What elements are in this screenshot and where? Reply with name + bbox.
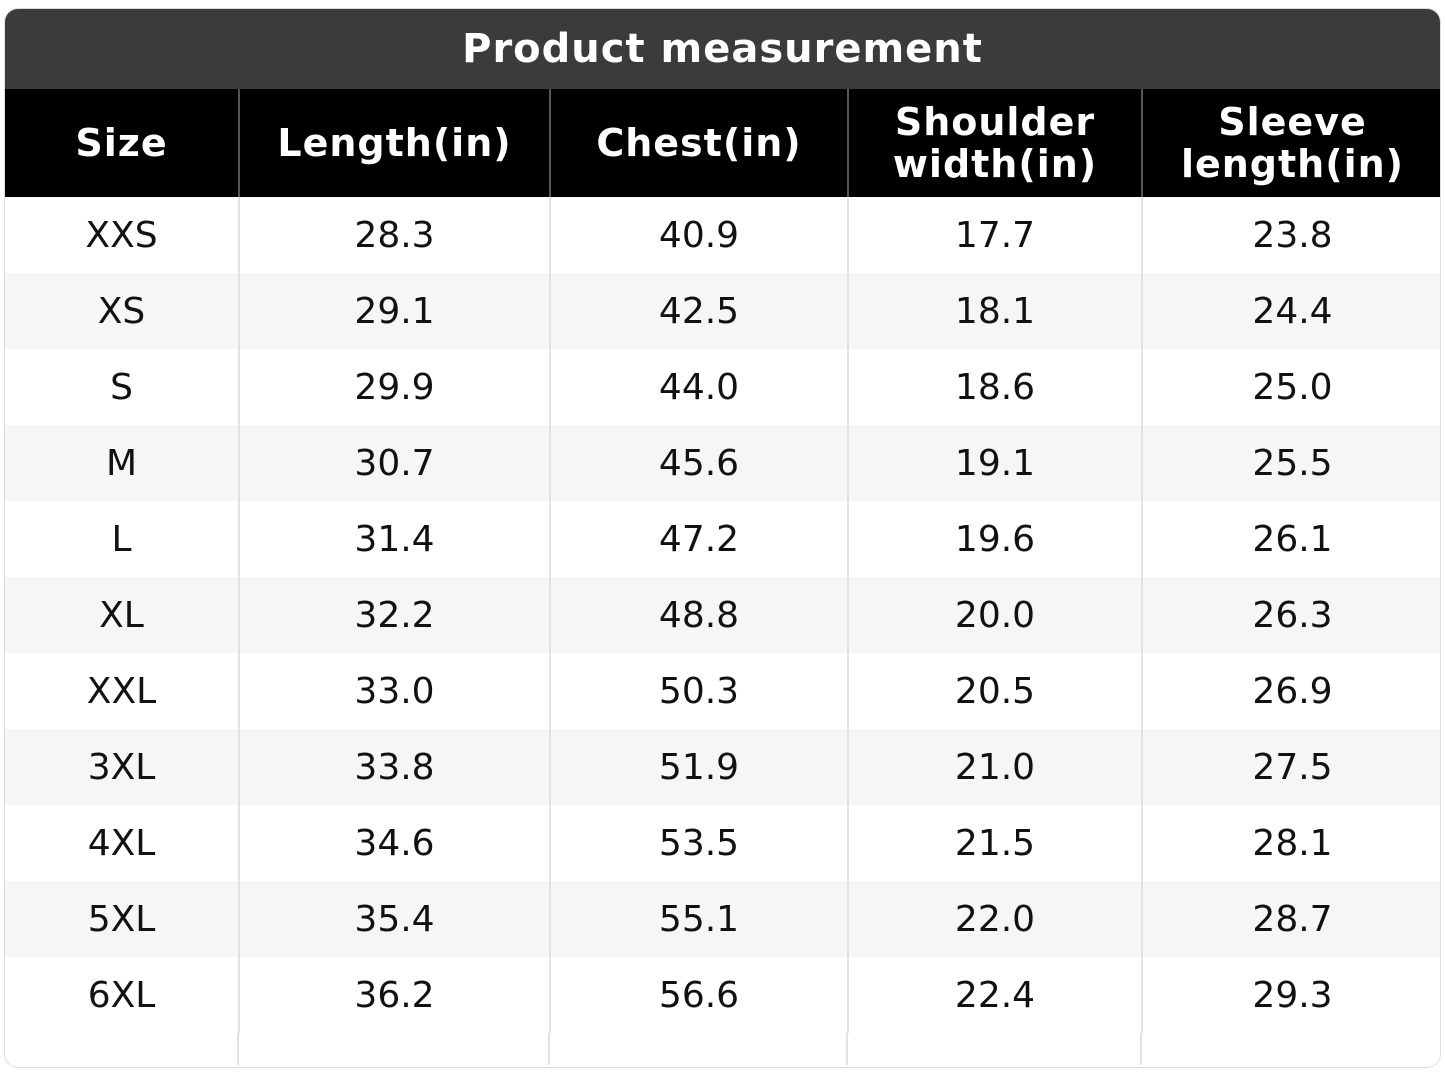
- measurement-cell: 32.2: [238, 577, 550, 653]
- table-row: 6XL 36.2 56.6 22.4 29.3: [5, 957, 1440, 1033]
- measurement-cell: 27.5: [1141, 729, 1440, 805]
- measurement-cell: 21.0: [847, 729, 1142, 805]
- table-filler: [5, 1033, 1440, 1065]
- measurement-cell: 25.5: [1141, 425, 1440, 501]
- measurement-cell: 42.5: [549, 273, 848, 349]
- measurement-cell: 29.1: [238, 273, 550, 349]
- column-header: Shoulder width(in): [847, 89, 1142, 197]
- table-row: XXL 33.0 50.3 20.5 26.9: [5, 653, 1440, 729]
- column-header: Size: [5, 89, 239, 197]
- measurement-cell: 28.1: [1141, 805, 1440, 881]
- measurement-cell: 29.3: [1141, 957, 1440, 1033]
- measurement-cell: 33.8: [238, 729, 550, 805]
- measurement-cell: 51.9: [549, 729, 848, 805]
- size-cell: 6XL: [87, 974, 156, 1016]
- measurement-cell: 24.4: [1141, 273, 1440, 349]
- measurement-cell: 40.9: [549, 197, 848, 273]
- measurement-cell: 34.6: [238, 805, 550, 881]
- measurement-cell: 31.4: [238, 501, 550, 577]
- measurement-cell: 26.9: [1141, 653, 1440, 729]
- measurement-cell: 21.5: [847, 805, 1142, 881]
- measurement-cell: 23.8: [1141, 197, 1440, 273]
- measurement-cell: 18.6: [847, 349, 1142, 425]
- size-cell: 3XL: [5, 729, 239, 805]
- measurement-cell: 29.9: [238, 349, 550, 425]
- measurement-cell: 56.6: [549, 957, 848, 1033]
- measurement-cell: 44.0: [549, 349, 848, 425]
- size-cell: M: [5, 425, 239, 501]
- measurement-cell: 50.3: [549, 653, 848, 729]
- title: Product measurement: [5, 9, 1440, 89]
- measurement-cell: 36.2: [238, 957, 550, 1033]
- measurement-cell: 19.1: [847, 425, 1142, 501]
- measurement-cell: 35.4: [238, 881, 550, 957]
- size-cell: L: [111, 518, 132, 560]
- table-body: XXS 28.3 40.9 17.7 23.8 XS 29.1 42.5 18.1 24.4 S 29…: [5, 197, 1440, 1033]
- table-row: L 31.4 47.2 19.6 26.1: [5, 501, 1440, 577]
- header-row: Size Length(in) Chest(in) Shoulder width(in…: [5, 89, 1440, 197]
- measurement-cell: 30.7: [238, 425, 550, 501]
- measurement-cell: 22.4: [847, 957, 1142, 1033]
- measurement-cell: 17.7: [847, 197, 1142, 273]
- measurement-cell: 19.6: [847, 501, 1142, 577]
- size-cell: XS: [5, 273, 239, 349]
- measurement-cell: 25.0: [1141, 349, 1440, 425]
- table-row: M 30.7 45.6 19.1 25.5: [5, 425, 1440, 501]
- measurement-cell: 53.5: [549, 805, 848, 881]
- measurement-cell: 26.3: [1141, 577, 1440, 653]
- measurement-cell: 28.3: [238, 197, 550, 273]
- measurement-cell: 20.0: [847, 577, 1142, 653]
- measurement-cell: 33.0: [238, 653, 550, 729]
- table-row: XXS 28.3 40.9 17.7 23.8: [5, 197, 1440, 273]
- measurement-cell: 45.6: [549, 425, 848, 501]
- table-row: XS 29.1 42.5 18.1 24.4: [5, 273, 1440, 349]
- measurement-cell: 48.8: [549, 577, 848, 653]
- table: Size Length(in) Chest(in) Shoulder width(in…: [5, 89, 1440, 1033]
- column-header: Sleeve length(in): [1141, 89, 1440, 197]
- size-cell: 5XL: [5, 881, 239, 957]
- size-cell: 4XL: [87, 822, 156, 864]
- measurement-cell: 20.5: [847, 653, 1142, 729]
- measurement-cell: 22.0: [847, 881, 1142, 957]
- measurement-cell: 55.1: [549, 881, 848, 957]
- size-cell: S: [110, 366, 133, 408]
- measurement-cell: 28.7: [1141, 881, 1440, 957]
- column-header: Length(in): [238, 89, 550, 197]
- size-chart: Product measurement Size Length(in) Chest(…: [4, 8, 1441, 1068]
- measurement-cell: 26.1: [1141, 501, 1440, 577]
- measurement-cell: 18.1: [847, 273, 1142, 349]
- column-header: Chest(in): [549, 89, 848, 197]
- size-cell: XL: [5, 577, 239, 653]
- table-row: 5XL 35.4 55.1 22.0 28.7: [5, 881, 1440, 957]
- measurement-cell: 47.2: [549, 501, 848, 577]
- table-row: 4XL 34.6 53.5 21.5 28.1: [5, 805, 1440, 881]
- table-row: XL 32.2 48.8 20.0 26.3: [5, 577, 1440, 653]
- size-cell: XXS: [85, 214, 158, 256]
- table-row: 3XL 33.8 51.9 21.0 27.5: [5, 729, 1440, 805]
- size-cell: XXL: [86, 670, 157, 712]
- table-row: S 29.9 44.0 18.6 25.0: [5, 349, 1440, 425]
